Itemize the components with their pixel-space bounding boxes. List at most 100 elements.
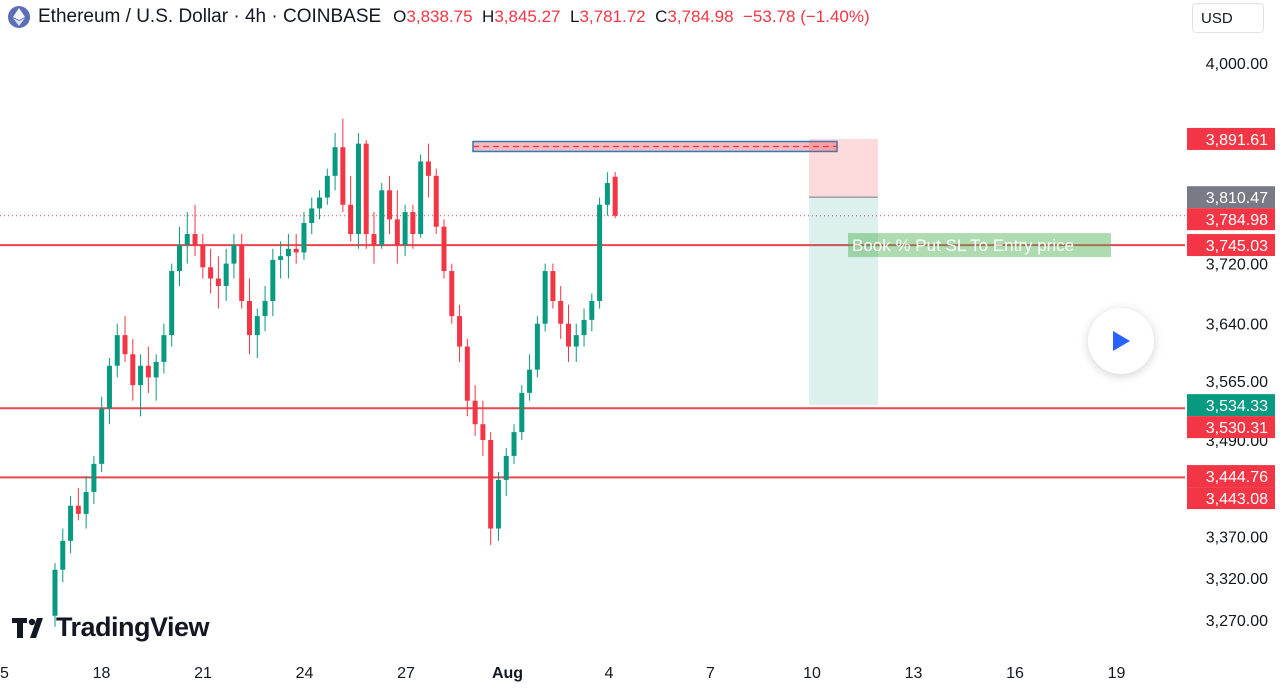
candle-body — [410, 212, 416, 235]
candle-body — [332, 147, 338, 176]
candle-body — [348, 204, 354, 235]
candle-body — [145, 365, 151, 378]
candle-body — [106, 365, 112, 409]
open-value: 3,838.75 — [406, 7, 473, 26]
y-tick-label: 3,720.00 — [1206, 257, 1268, 274]
candle-body — [153, 361, 159, 378]
price-tag — [1187, 234, 1275, 257]
y-tick-label: 3,565.00 — [1206, 374, 1268, 391]
candle-body — [254, 316, 260, 336]
price-tag-label: 3,745.03 — [1206, 238, 1268, 255]
tradingview-logo-icon — [12, 617, 43, 638]
price-tag — [1187, 208, 1275, 231]
candle-body — [612, 176, 618, 216]
candle-body — [503, 455, 509, 480]
candle-body — [223, 263, 229, 286]
price-tag — [1187, 186, 1275, 209]
x-tick-label: 16 — [1006, 665, 1024, 682]
candle-body — [480, 424, 486, 441]
symbol-title[interactable]: Ethereum / U.S. Dollar · 4h · COINBASE — [38, 6, 382, 27]
low-value: 3,781.72 — [579, 7, 646, 26]
candle-body — [387, 190, 393, 220]
candle-body — [449, 271, 455, 317]
ohlc-values: O3,838.75 H3,845.27 L3,781.72 C3,784.98 … — [393, 7, 869, 27]
price-tag-label: 3,891.61 — [1206, 132, 1268, 149]
price-tag — [1187, 127, 1275, 150]
low-label: L — [569, 7, 580, 26]
y-tick-label: 4,000.00 — [1206, 56, 1268, 73]
candle-body — [340, 147, 346, 205]
candle-body — [285, 248, 291, 257]
ethereum-icon — [8, 6, 30, 28]
candle-body — [130, 354, 136, 386]
price-tag — [1187, 487, 1275, 510]
candle-body — [550, 271, 556, 302]
candle-body — [565, 323, 571, 347]
candle-body — [99, 408, 105, 464]
candle-body — [355, 143, 361, 235]
open-label: O — [393, 7, 407, 26]
candle-body — [441, 226, 447, 272]
close-label: C — [655, 7, 668, 26]
candle-body — [433, 175, 439, 227]
x-tick-label: 15 — [0, 665, 9, 682]
candle-body — [324, 175, 330, 198]
y-tick-label: 3,370.00 — [1206, 530, 1268, 547]
x-tick-label: 19 — [1108, 665, 1126, 682]
logo-text: TradingView — [56, 612, 210, 642]
candle-body — [519, 392, 525, 433]
x-tick-label: 21 — [194, 665, 212, 682]
candle-body — [527, 369, 533, 393]
play-icon — [1113, 331, 1130, 351]
price-tag-label: 3,444.76 — [1206, 469, 1268, 486]
candle-body — [262, 301, 268, 317]
candle-body — [542, 271, 548, 324]
candle-body — [317, 197, 323, 209]
candle-body — [363, 143, 369, 235]
x-tick-label: 13 — [905, 665, 923, 682]
candle-body — [472, 400, 478, 425]
candle-body — [161, 335, 167, 362]
play-button[interactable] — [1088, 308, 1154, 374]
candle-body — [425, 161, 431, 176]
position-reward-zone — [809, 197, 878, 406]
candle-body — [309, 208, 315, 224]
price-tag — [1187, 465, 1275, 488]
price-tag-label: 3,534.33 — [1206, 398, 1268, 415]
candle-body — [604, 183, 610, 205]
x-tick-label: 18 — [93, 665, 111, 682]
y-tick-label: 3,270.00 — [1206, 613, 1268, 630]
x-tick-label: 10 — [803, 665, 821, 682]
candle-body — [239, 245, 245, 302]
currency-button[interactable]: USD — [1192, 3, 1264, 33]
candle-body — [52, 569, 58, 616]
candle-body — [379, 190, 385, 246]
candle-body — [301, 223, 307, 253]
candle-body — [457, 316, 463, 347]
candle-body — [75, 505, 81, 514]
x-tick-label: Aug — [492, 665, 523, 682]
change-value: −53.78 (−1.40%) — [743, 7, 870, 26]
candle-body — [208, 267, 214, 279]
position-risk-zone — [809, 138, 878, 198]
candle-body — [68, 505, 74, 541]
price-tag-label: 3,784.98 — [1206, 212, 1268, 229]
close-value: 3,784.98 — [667, 7, 734, 26]
price-tag-label: 3,530.31 — [1206, 420, 1268, 437]
candle-body — [122, 335, 128, 355]
candle-body — [200, 245, 206, 268]
candle-body — [495, 479, 501, 529]
candle-body — [402, 212, 408, 246]
high-label: H — [482, 7, 495, 26]
candle-body — [60, 540, 66, 570]
candle-body — [418, 161, 424, 235]
candle-body — [138, 365, 144, 386]
x-tick-label: 24 — [296, 665, 314, 682]
candle-body — [581, 319, 587, 336]
annotation-box — [848, 233, 1111, 258]
candle-body — [176, 245, 182, 272]
high-value: 3,845.27 — [494, 7, 561, 26]
candle-body — [589, 301, 595, 320]
candle-body — [114, 335, 120, 366]
